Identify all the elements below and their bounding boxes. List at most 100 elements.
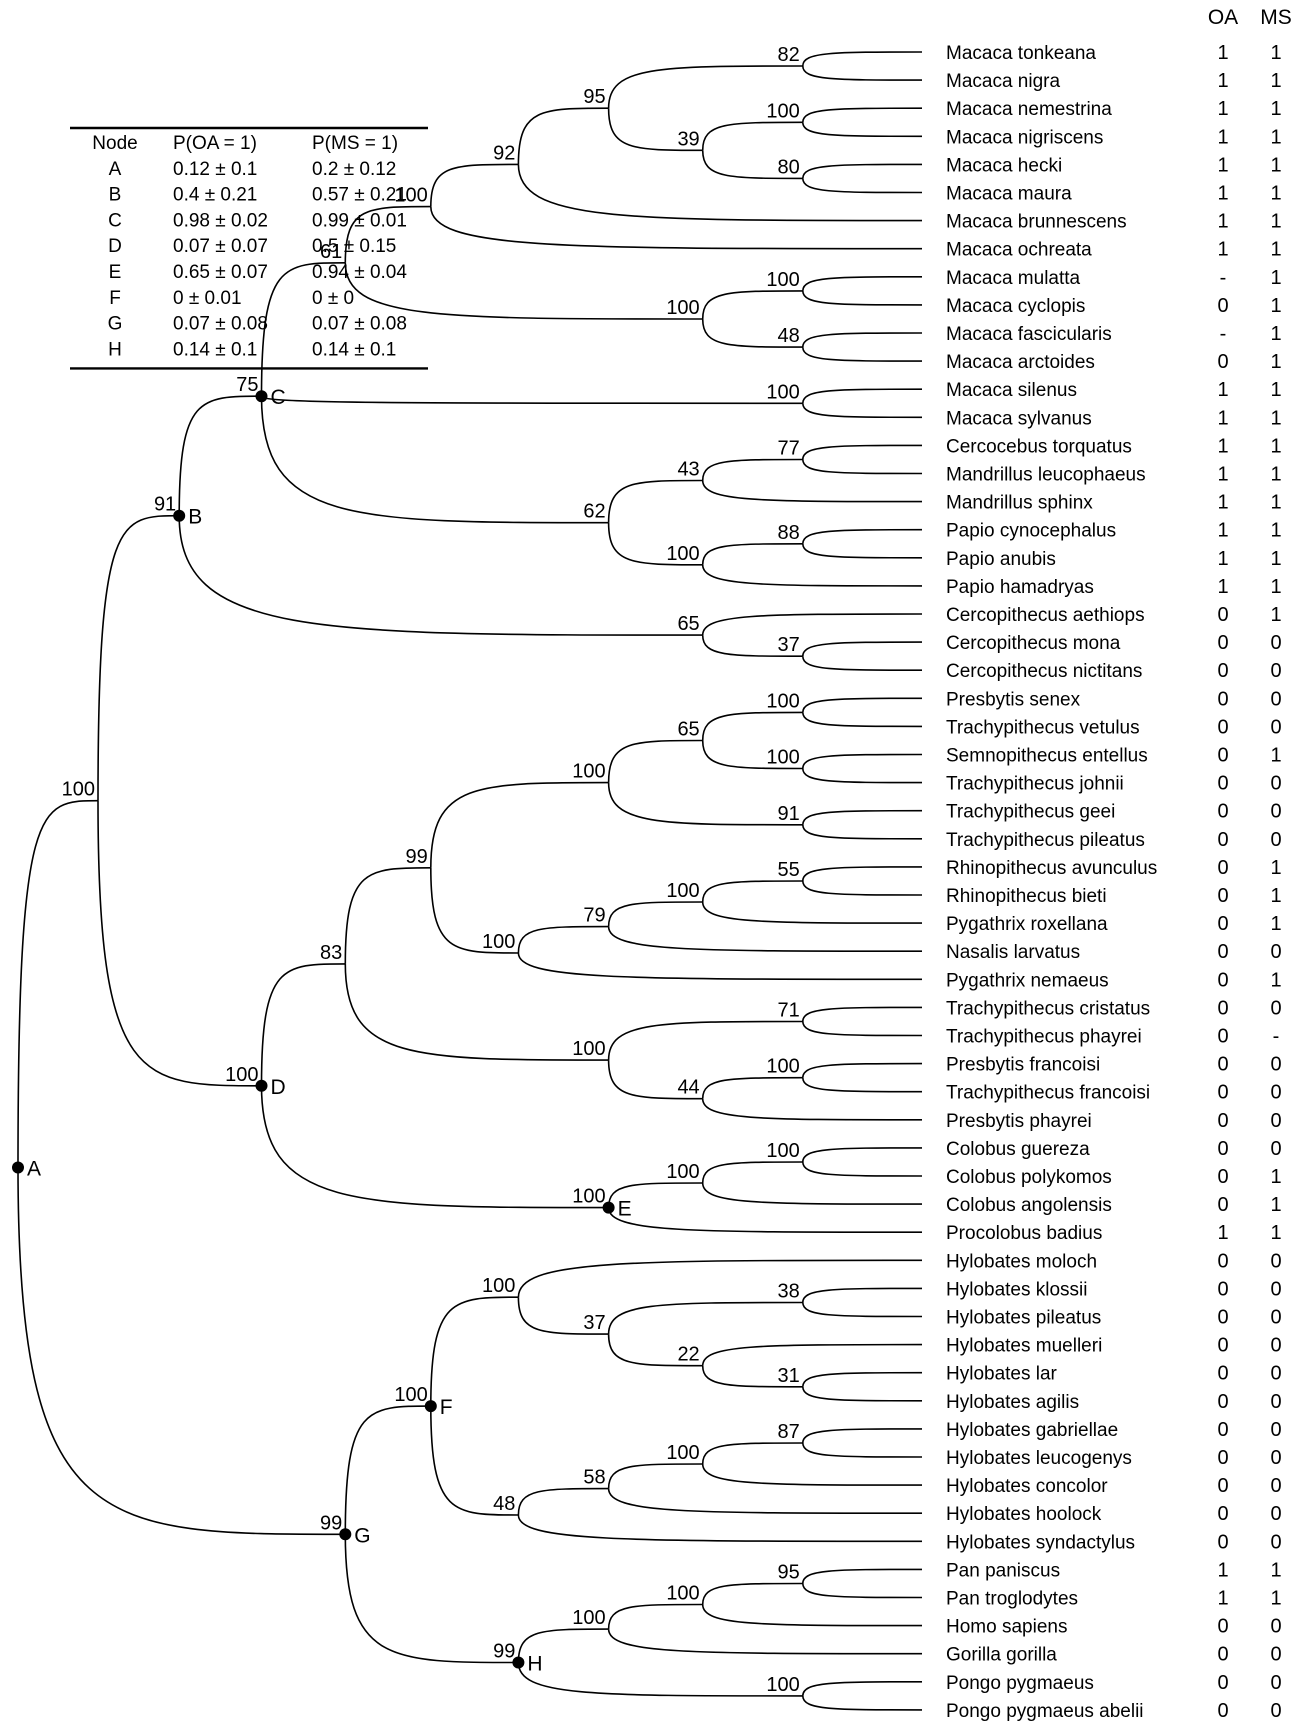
oa-value: 0 [1217, 1503, 1228, 1525]
oa-value: 1 [1217, 211, 1228, 233]
tree-branch [701, 1182, 923, 1205]
ms-value: 0 [1270, 1447, 1281, 1469]
ms-value: 1 [1270, 969, 1281, 991]
table-cell: H [108, 339, 122, 360]
node-label-b: B [188, 506, 202, 529]
bootstrap-support-label: 22 [677, 1344, 699, 1366]
bootstrap-support-label: 65 [677, 719, 699, 741]
node-marker-h [512, 1656, 525, 1669]
bootstrap-support-label: 43 [677, 459, 699, 481]
oa-value: 0 [1217, 351, 1228, 373]
tree-branch [344, 963, 609, 1061]
ms-value: 1 [1270, 576, 1281, 598]
table-cell: E [109, 262, 122, 283]
taxon-label-hylobates-lar: Hylobates lar [946, 1364, 1058, 1385]
bootstrap-support-label: 100 [666, 1583, 699, 1605]
ms-value: 1 [1270, 42, 1281, 64]
tree-branch [802, 388, 923, 404]
taxon-label-macaca-nigriscens: Macaca nigriscens [946, 127, 1103, 148]
oa-value: 0 [1217, 1447, 1228, 1469]
table-cell: F [109, 288, 121, 309]
taxon-label-hylobates-moloch: Hylobates moloch [946, 1251, 1097, 1272]
oa-value: 0 [1217, 941, 1228, 963]
oa-value: 0 [1217, 660, 1228, 682]
ms-value: 0 [1270, 1307, 1281, 1329]
ms-value: 1 [1270, 1222, 1281, 1244]
oa-value: 0 [1217, 1475, 1228, 1497]
bootstrap-support-label: 99 [406, 846, 428, 868]
tree-branch [701, 613, 923, 636]
bootstrap-support-label: 100 [766, 747, 799, 769]
taxon-label-hylobates-leucogenys: Hylobates leucogenys [946, 1448, 1132, 1469]
oa-value: - [1220, 323, 1227, 345]
taxon-label-macaca-nemestrina: Macaca nemestrina [946, 99, 1112, 120]
tree-branch [802, 1583, 923, 1599]
ms-value: 0 [1270, 1419, 1281, 1441]
oa-value: 1 [1217, 126, 1228, 148]
oa-value: 1 [1217, 464, 1228, 486]
node-label-f: F [440, 1396, 453, 1419]
ms-value: 1 [1270, 126, 1281, 148]
ms-value: 1 [1270, 548, 1281, 570]
column-header-oa: OA [1208, 6, 1238, 29]
taxon-label-papio-hamadryas: Papio hamadryas [946, 577, 1094, 598]
tree-branch [178, 515, 703, 636]
table-cell: A [109, 159, 122, 180]
taxon-label-hylobates-concolor: Hylobates concolor [946, 1476, 1108, 1497]
tree-branch [607, 1334, 703, 1367]
tree-branch [802, 768, 923, 784]
tree-branch [260, 262, 346, 397]
tree-branch [802, 712, 923, 728]
bootstrap-support-label: 58 [583, 1467, 605, 1489]
node-label-d: D [271, 1076, 286, 1099]
tree-branch [517, 1487, 609, 1516]
taxon-label-nasalis-larvatus: Nasalis larvatus [946, 942, 1080, 963]
taxon-label-pan-troglodytes: Pan troglodytes [946, 1589, 1078, 1610]
bootstrap-support-label: 95 [778, 1562, 800, 1584]
bootstrap-support-label: 37 [583, 1312, 605, 1334]
bootstrap-support-label: 37 [778, 634, 800, 656]
bootstrap-support-label: 48 [493, 1493, 515, 1515]
tree-branch [517, 1628, 609, 1663]
bootstrap-support-label: 79 [583, 905, 605, 927]
tree-branch [97, 514, 180, 801]
bootstrap-support-label: 88 [778, 522, 800, 544]
node-label-h: H [527, 1653, 542, 1676]
table-cell: 0.14 ± 0.1 [173, 339, 257, 360]
column-header-ms: MS [1260, 6, 1292, 29]
oa-value: 0 [1217, 1138, 1228, 1160]
tree-branch [607, 926, 923, 952]
tree-branch [802, 1568, 923, 1584]
ms-value: 1 [1270, 492, 1281, 514]
bootstrap-support-label: 92 [493, 142, 515, 164]
tree-branch [802, 65, 923, 81]
tree-branch [701, 121, 803, 151]
oa-value: 0 [1217, 1250, 1228, 1272]
taxon-label-hylobates-klossii: Hylobates klossii [946, 1279, 1088, 1300]
tree-branch [178, 395, 262, 516]
tree-branch [701, 1076, 803, 1099]
taxon-label-macaca-ochreata: Macaca ochreata [946, 240, 1092, 261]
taxon-label-pygathrix-roxellana: Pygathrix roxellana [946, 914, 1108, 935]
bootstrap-support-label: 100 [766, 100, 799, 122]
table-header-p-oa-1: P(OA = 1) [173, 133, 257, 154]
ms-value: 1 [1270, 295, 1281, 317]
taxon-label-cercopithecus-mona: Cercopithecus mona [946, 633, 1121, 654]
tree-branch [607, 479, 703, 523]
oa-value: 0 [1217, 1391, 1228, 1413]
bootstrap-support-label: 87 [778, 1421, 800, 1443]
oa-value: 0 [1217, 1026, 1228, 1048]
taxon-label-macaca-brunnescens: Macaca brunnescens [946, 212, 1127, 233]
tree-branch [802, 290, 923, 306]
bootstrap-support-label: 91 [778, 803, 800, 825]
oa-value: 0 [1217, 913, 1228, 935]
bootstrap-support-label: 100 [572, 761, 605, 783]
bootstrap-support-label: 91 [154, 494, 176, 516]
table-cell: 0.94 ± 0.04 [312, 262, 407, 283]
oa-value: 1 [1217, 42, 1228, 64]
tree-branch [802, 1021, 923, 1037]
ms-value: 0 [1270, 829, 1281, 851]
tree-branch [97, 800, 262, 1087]
tree-branch [802, 122, 923, 138]
tree-branch [701, 1098, 923, 1121]
